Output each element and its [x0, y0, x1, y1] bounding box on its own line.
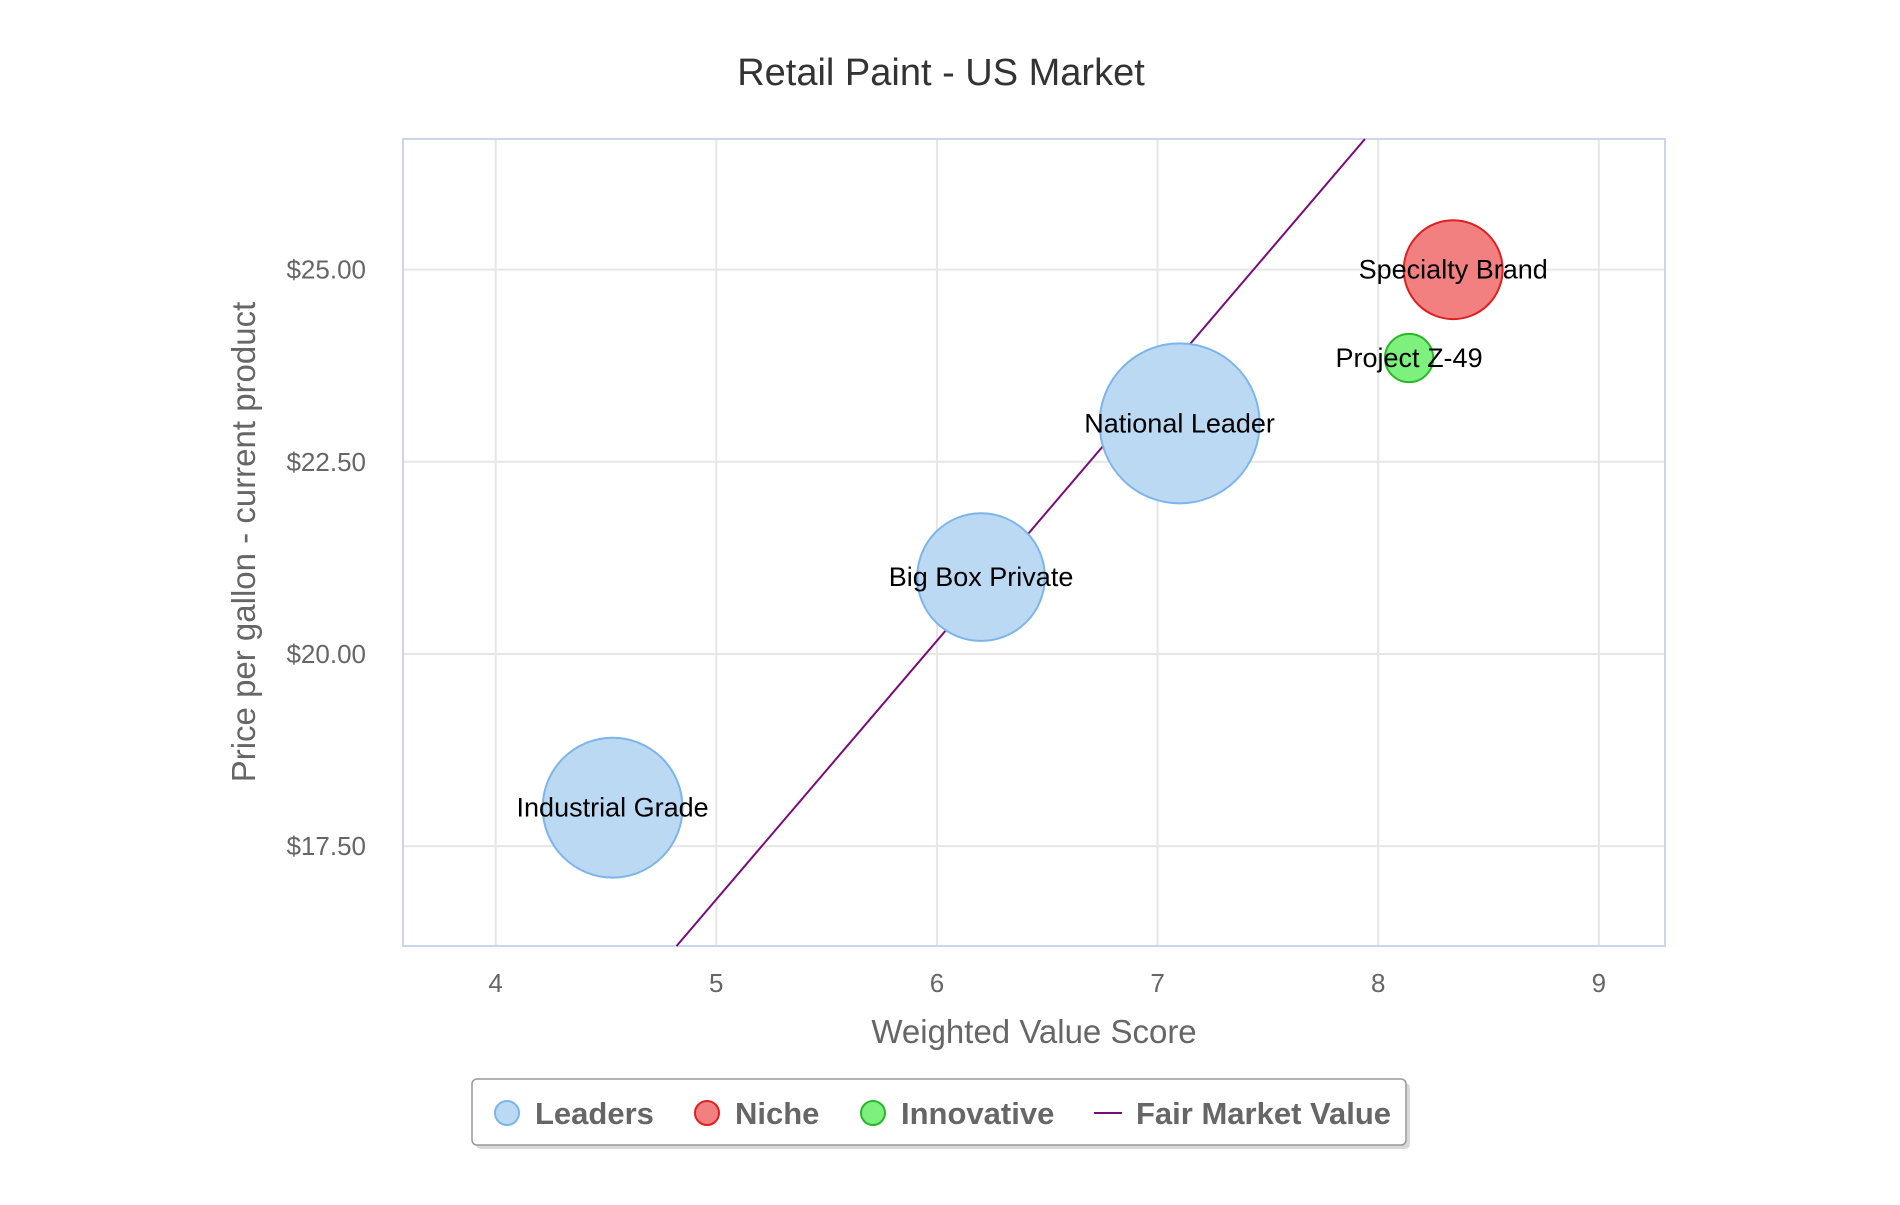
- x-tick-label: 5: [709, 968, 723, 998]
- y-axis-title: Price per gallon - current product: [225, 302, 262, 783]
- y-tick-label: $17.50: [286, 831, 366, 861]
- legend-item-leaders[interactable]: Leaders: [494, 1096, 654, 1131]
- bubble-labels: Industrial Grade Big Box Private National …: [517, 255, 1548, 823]
- bubble-label-national-leader: National Leader: [1084, 408, 1275, 438]
- x-axis-ticks: 4 5 6 7 8 9: [488, 968, 1606, 998]
- legend-box: [471, 1078, 1407, 1146]
- y-axis-ticks: $17.50 $20.00 $22.50 $25.00: [286, 255, 366, 861]
- bubble-project-z-49[interactable]: [1383, 332, 1435, 384]
- x-tick-label: 9: [1592, 968, 1606, 998]
- bubble-industrial-grade[interactable]: [541, 736, 684, 879]
- bubble-label-big-box-private: Big Box Private: [889, 562, 1074, 592]
- y-tick-label: $25.00: [286, 255, 366, 285]
- legend-symbol-leaders: [494, 1100, 520, 1126]
- bubble-specialty-brand[interactable]: [1402, 219, 1504, 321]
- bubble-national-leader[interactable]: [1098, 342, 1261, 505]
- legend-item-niche[interactable]: Niche: [694, 1096, 819, 1131]
- legend-symbol-niche: [694, 1100, 720, 1126]
- bubble-label-specialty-brand: Specialty Brand: [1359, 255, 1548, 285]
- legend-label-leaders: Leaders: [535, 1096, 654, 1131]
- x-tick-label: 6: [930, 968, 944, 998]
- legend-label-innovative: Innovative: [901, 1096, 1054, 1131]
- legend-label-niche: Niche: [735, 1096, 819, 1131]
- bubble-label-industrial-grade: Industrial Grade: [517, 793, 709, 823]
- legend: Leaders Niche Innovative Fair Market Val…: [471, 1078, 1410, 1149]
- chart-title: Retail Paint - US Market: [737, 52, 1145, 94]
- y-tick-label: $22.50: [286, 447, 366, 477]
- bubble-label-project-z-49: Project Z-49: [1336, 343, 1483, 373]
- y-tick-label: $20.00: [286, 639, 366, 669]
- x-tick-label: 7: [1150, 968, 1164, 998]
- legend-label-fair-market-value: Fair Market Value: [1136, 1096, 1391, 1131]
- x-tick-label: 4: [488, 968, 502, 998]
- x-tick-label: 8: [1371, 968, 1385, 998]
- bubble-big-box-private[interactable]: [916, 512, 1046, 642]
- plot-frame: [402, 138, 1666, 947]
- x-axis-title: Weighted Value Score: [871, 1013, 1196, 1050]
- legend-item-innovative[interactable]: Innovative: [860, 1096, 1054, 1131]
- bubbles: [541, 219, 1504, 879]
- legend-item-fair-market-value[interactable]: Fair Market Value: [1094, 1096, 1391, 1131]
- legend-symbol-innovative: [860, 1100, 886, 1126]
